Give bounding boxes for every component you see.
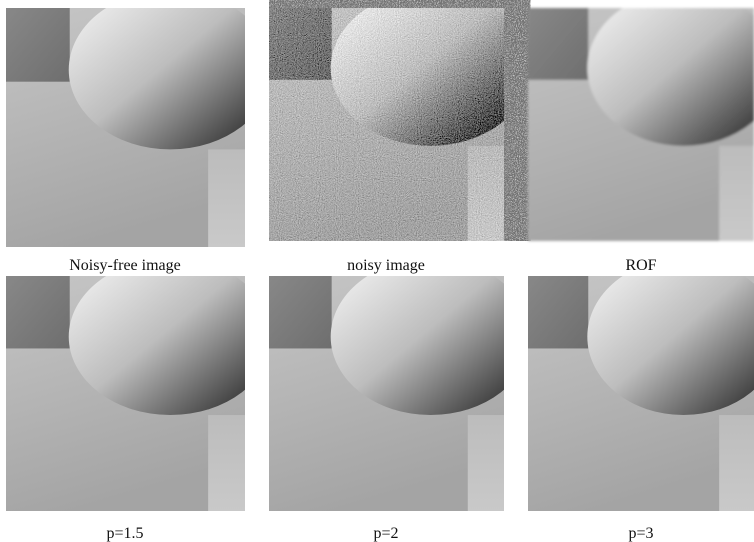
image	[528, 0, 754, 241]
caption: p=2	[373, 525, 398, 542]
caption: ROF	[625, 257, 656, 274]
caption: noisy image	[347, 257, 425, 274]
page: Noisy-free image noisy image ROF p=1.5 p…	[0, 0, 754, 542]
caption: Noisy-free image	[69, 257, 181, 274]
caption: p=3	[628, 525, 653, 542]
figure: Noisy-free image noisy image ROF p=1.5 p…	[0, 0, 754, 542]
caption: p=1.5	[106, 525, 143, 542]
image	[6, 258, 272, 511]
image	[528, 258, 754, 511]
image	[269, 0, 530, 241]
image	[6, 0, 272, 247]
image	[269, 258, 530, 511]
